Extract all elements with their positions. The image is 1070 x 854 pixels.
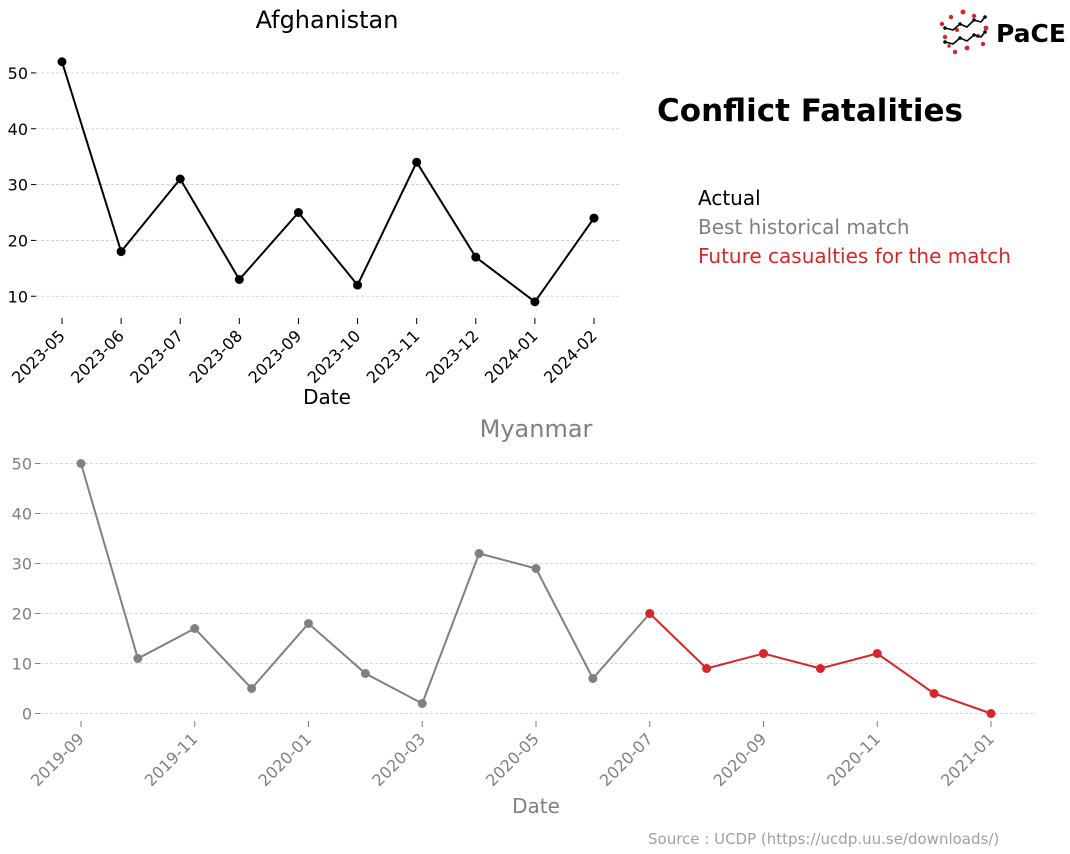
myanmar-x-axis: 2019-09 2019-11 2020-01 2020-03 2020-05 2020-… [27,721,998,790]
myanmar-data-point [702,664,712,673]
pace-logo: PaCE [939,9,1066,55]
afghanistan-data-point [293,208,303,217]
afghanistan-x-axis-label: Date [303,385,351,409]
myanmar-gridlines [40,463,1036,714]
myanmar-data-point [247,684,257,693]
myanmar-data-point [190,624,200,633]
myanmar-y-tick-label: 0 [22,705,32,724]
afghanistan-x-tick-label: 2023-12 [422,326,483,387]
myanmar-data-point [474,549,484,558]
myanmar-chart: Myanmar 0 10 20 30 40 50 2019-09 2019-11 2020-0… [12,415,1036,818]
afghanistan-data-point [471,252,481,262]
myanmar-data-point [360,669,370,678]
pace-logo-text: PaCE [996,19,1066,48]
myanmar-chart-title: Myanmar [480,415,593,443]
afghanistan-y-tick-label: 20 [8,231,28,250]
myanmar-x-tick-label: 2020-03 [368,729,429,790]
afghanistan-data-point [234,275,244,284]
afghanistan-x-tick-label: 2023-10 [304,326,365,387]
legend-item-actual: Actual [698,186,761,210]
afghanistan-x-tick-label: 2023-11 [363,326,424,387]
afghanistan-x-tick-label: 2023-06 [67,326,128,387]
myanmar-series [76,459,996,718]
afghanistan-y-tick-label: 30 [8,176,28,195]
afghanistan-data-point [353,280,363,290]
afghanistan-x-tick-label: 2023-05 [8,326,69,387]
afghanistan-series-line-0 [61,61,595,304]
myanmar-data-point [417,699,427,708]
myanmar-data-point [759,649,768,658]
afghanistan-x-tick-label: 2023-08 [185,326,246,387]
afghanistan-y-tick-label: 50 [8,64,28,83]
legend: Actual Best historical match Future casu… [698,186,1011,268]
myanmar-y-tick-label: 50 [12,455,32,474]
myanmar-x-tick-label: 2020-07 [596,729,657,790]
myanmar-x-tick-label: 2020-11 [823,729,884,790]
myanmar-data-point [531,564,541,573]
myanmar-data-point [872,649,882,658]
myanmar-x-tick-label: 2020-09 [710,729,771,790]
afghanistan-data-point [57,57,67,67]
myanmar-y-tick-label: 40 [12,505,32,524]
afghanistan-y-axis: 10 20 30 40 50 [8,64,36,306]
myanmar-x-tick-label: 2019-11 [141,729,202,790]
afghanistan-series [57,57,599,307]
myanmar-data-point [304,619,313,628]
myanmar-y-tick-label: 30 [12,555,32,574]
pace-logo-icon [939,9,989,55]
myanmar-data-point [588,674,598,683]
myanmar-data-point [76,459,86,468]
afghanistan-y-tick-label: 10 [8,287,28,306]
afghanistan-gridlines [36,72,620,297]
legend-item-future: Future casualties for the match [698,244,1011,268]
afghanistan-x-tick-label: 2024-01 [481,326,542,387]
myanmar-data-point [815,664,825,673]
myanmar-data-point [133,654,143,663]
myanmar-x-tick-label: 2021-01 [937,729,998,790]
figure-title: Conflict Fatalities [657,93,963,129]
myanmar-y-tick-label: 10 [12,655,32,674]
afghanistan-y-tick-label: 40 [8,120,28,139]
afghanistan-x-axis: 2023-052023-062023-072023-082023-092023-… [8,318,601,387]
myanmar-y-tick-label: 20 [12,605,32,624]
source-note: Source : UCDP (https://ucdp.uu.se/downlo… [648,830,999,848]
afghanistan-data-point [175,174,185,184]
afghanistan-data-point [589,213,599,223]
myanmar-y-axis: 0 10 20 30 40 50 [12,455,40,724]
afghanistan-data-point [412,157,422,167]
myanmar-series-line-0 [80,463,651,705]
myanmar-x-axis-label: Date [512,794,560,818]
legend-item-best-match: Best historical match [698,215,910,239]
afghanistan-x-tick-label: 2024-02 [540,326,601,387]
afghanistan-data-point [116,247,126,257]
afghanistan-data-point [530,297,540,307]
myanmar-data-point [929,689,939,698]
afghanistan-x-tick-label: 2023-07 [126,326,187,387]
myanmar-x-tick-label: 2020-01 [255,729,316,790]
myanmar-x-tick-label: 2020-05 [482,729,543,790]
afghanistan-x-tick-label: 2023-09 [245,326,306,387]
myanmar-data-point [645,609,655,618]
myanmar-x-tick-label: 2019-09 [27,729,88,790]
afghanistan-chart-title: Afghanistan [256,6,399,34]
myanmar-data-point [986,709,996,718]
